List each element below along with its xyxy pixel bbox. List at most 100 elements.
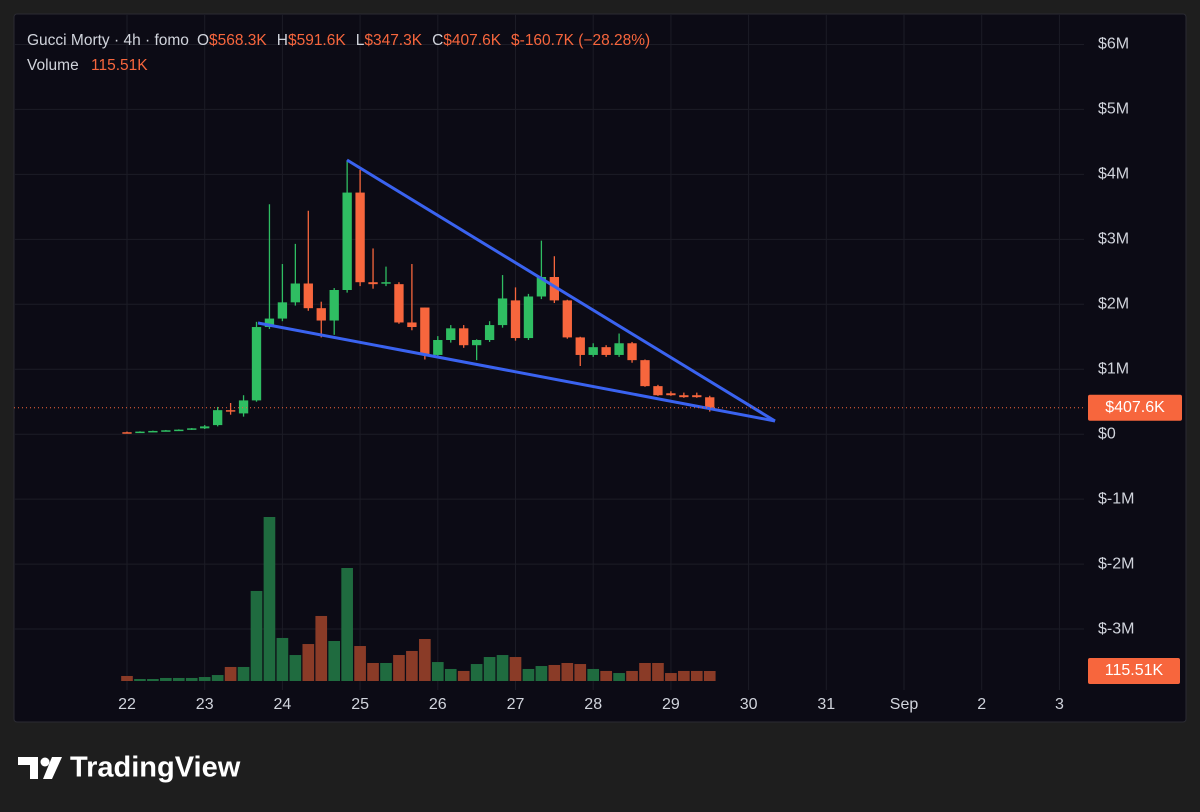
volume-bar bbox=[535, 666, 548, 681]
volume-title: Volume bbox=[27, 57, 79, 74]
volume-bar bbox=[690, 670, 703, 681]
y-tick-label: $2M bbox=[1098, 296, 1129, 313]
legend-header: Gucci Morty · 4h · fomo O$568.3K H$591.6K L… bbox=[27, 32, 650, 49]
ohlc-key: C bbox=[432, 32, 443, 49]
volume-bar bbox=[250, 590, 263, 681]
candle-body bbox=[161, 430, 171, 432]
x-tick-label: Sep bbox=[890, 696, 919, 713]
candle-body bbox=[679, 395, 689, 398]
candle-body bbox=[459, 328, 469, 346]
volume-bar bbox=[380, 662, 392, 681]
candle-body bbox=[575, 337, 585, 355]
logo-dot bbox=[40, 757, 50, 767]
volume-bar bbox=[276, 637, 289, 681]
candle-body bbox=[381, 282, 391, 284]
candle-body bbox=[640, 360, 650, 387]
trendline-upper bbox=[346, 158, 776, 423]
volume-bar bbox=[444, 668, 457, 681]
candle-body bbox=[264, 318, 275, 328]
candle-body bbox=[187, 428, 197, 430]
volume-bar bbox=[703, 670, 716, 681]
x-tick-label: 25 bbox=[351, 696, 369, 713]
volume-bar bbox=[522, 668, 535, 681]
volume-label-box bbox=[1088, 658, 1180, 684]
volume-bar bbox=[496, 655, 509, 681]
change-value: $-160.7K (−28.28%) bbox=[511, 32, 650, 49]
volume-bar bbox=[431, 662, 444, 681]
candle-body bbox=[536, 277, 547, 297]
ohlc-value: $591.6K bbox=[288, 32, 346, 49]
candle-body bbox=[420, 307, 430, 355]
candle-body bbox=[303, 283, 313, 309]
volume-bar bbox=[419, 639, 431, 681]
chart-panel bbox=[13, 13, 1187, 723]
volume-bar bbox=[393, 655, 405, 681]
x-tick-label: 2 bbox=[977, 696, 986, 713]
x-tick-label: 30 bbox=[740, 696, 758, 713]
candles bbox=[122, 160, 715, 434]
candle-body bbox=[407, 322, 417, 328]
volume-bar bbox=[172, 677, 185, 681]
candle-body bbox=[277, 302, 288, 319]
y-tick-label: $0 bbox=[1098, 425, 1116, 442]
volume-bar bbox=[561, 662, 574, 681]
volume-bar bbox=[613, 673, 625, 681]
volume-bar bbox=[147, 679, 159, 681]
candle-body bbox=[342, 192, 352, 290]
volume-bar bbox=[263, 517, 276, 681]
volume-value: 115.51K bbox=[91, 57, 148, 74]
x-tick-label: 23 bbox=[196, 696, 214, 713]
candle-body bbox=[497, 298, 508, 326]
volume-bar bbox=[224, 666, 237, 681]
x-tick-label: 31 bbox=[817, 696, 835, 713]
volume-header: Volume 115.51K bbox=[27, 57, 148, 74]
volume-bar bbox=[574, 664, 587, 681]
ohlc-key: L bbox=[356, 32, 365, 49]
candle-body bbox=[148, 430, 158, 433]
volume-bar bbox=[121, 675, 133, 681]
y-tick-label: $-1M bbox=[1098, 490, 1134, 507]
x-tick-label: 28 bbox=[584, 696, 602, 713]
logo-mark bbox=[18, 757, 38, 779]
candle-body bbox=[666, 393, 676, 396]
candle-body bbox=[601, 347, 611, 355]
candle-body bbox=[433, 340, 443, 355]
candle-body bbox=[705, 397, 715, 408]
volume-bar bbox=[328, 640, 341, 681]
volume-bar bbox=[341, 568, 353, 681]
volume-bar bbox=[665, 673, 677, 681]
volume-bar bbox=[185, 677, 198, 681]
ohlc-value: $407.6K bbox=[443, 32, 501, 49]
candle-body bbox=[238, 400, 249, 414]
candle-body bbox=[653, 386, 663, 396]
candle-body bbox=[174, 429, 184, 432]
candle-body bbox=[549, 277, 560, 301]
ohlc-key: H bbox=[277, 32, 288, 49]
candle-body bbox=[212, 410, 223, 426]
candle-body bbox=[290, 283, 301, 303]
logo-slash bbox=[43, 757, 62, 779]
volume-bar bbox=[237, 666, 250, 681]
volume-bar bbox=[367, 662, 379, 681]
volume-bar bbox=[457, 670, 470, 681]
candle-body bbox=[588, 347, 598, 355]
volume-bar bbox=[134, 679, 146, 681]
y-tick-label: $-2M bbox=[1098, 555, 1134, 572]
trendline-lower bbox=[257, 321, 776, 423]
x-tick-label: 24 bbox=[274, 696, 292, 713]
volume-bar bbox=[160, 677, 172, 681]
price-label-box bbox=[1088, 394, 1182, 421]
volume-pane bbox=[121, 517, 716, 681]
price-label: $407.6K bbox=[1105, 399, 1165, 416]
candle-body bbox=[355, 192, 365, 283]
candle-body bbox=[394, 284, 404, 323]
grid bbox=[14, 14, 1084, 690]
candle-body bbox=[523, 296, 534, 339]
candle-body bbox=[692, 395, 702, 398]
x-tick-label: 3 bbox=[1055, 696, 1064, 713]
volume-bar bbox=[600, 670, 612, 681]
x-tick-label: 27 bbox=[507, 696, 525, 713]
volume-bar bbox=[509, 657, 522, 681]
